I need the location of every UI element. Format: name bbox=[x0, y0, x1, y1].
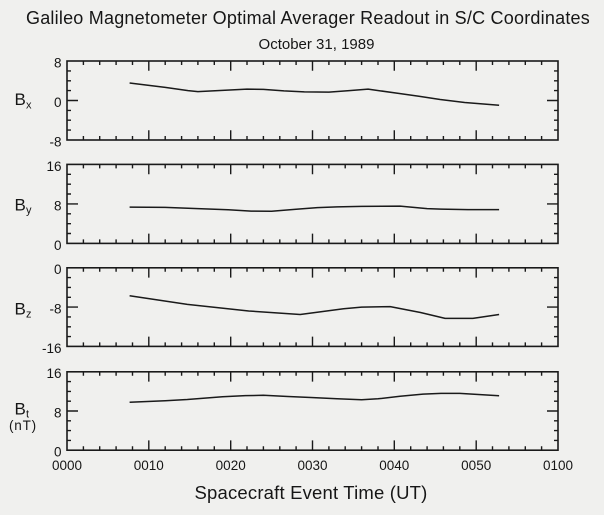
svg-text:B: B bbox=[15, 196, 26, 215]
svg-text:0: 0 bbox=[54, 262, 62, 277]
svg-text:B: B bbox=[15, 90, 26, 109]
svg-text:16: 16 bbox=[46, 366, 61, 381]
svg-text:0040: 0040 bbox=[379, 458, 409, 473]
svg-text:z: z bbox=[26, 309, 32, 321]
svg-text:16: 16 bbox=[46, 159, 61, 174]
svg-text:B: B bbox=[15, 300, 26, 319]
svg-text:x: x bbox=[26, 99, 32, 111]
svg-text:-16: -16 bbox=[42, 341, 62, 356]
svg-text:0: 0 bbox=[54, 238, 62, 253]
svg-text:0000: 0000 bbox=[52, 458, 82, 473]
svg-text:Galileo Magnetometer Optimal A: Galileo Magnetometer Optimal Averager Re… bbox=[26, 8, 590, 28]
svg-text:0020: 0020 bbox=[216, 458, 246, 473]
svg-text:8: 8 bbox=[54, 55, 62, 70]
svg-text:0050: 0050 bbox=[461, 458, 491, 473]
svg-text:8: 8 bbox=[54, 405, 62, 420]
svg-text:0030: 0030 bbox=[297, 458, 327, 473]
svg-text:-8: -8 bbox=[49, 302, 61, 317]
svg-text:y: y bbox=[26, 205, 32, 217]
svg-text:B: B bbox=[15, 400, 26, 419]
svg-text:-8: -8 bbox=[49, 134, 61, 149]
svg-text:0: 0 bbox=[54, 445, 62, 460]
svg-text:(nT): (nT) bbox=[9, 418, 37, 433]
svg-text:0010: 0010 bbox=[134, 458, 164, 473]
svg-text:0: 0 bbox=[54, 95, 62, 110]
svg-text:t: t bbox=[26, 409, 29, 421]
svg-text:Spacecraft Event Time (UT): Spacecraft Event Time (UT) bbox=[195, 482, 428, 503]
svg-text:October 31, 1989: October 31, 1989 bbox=[259, 36, 375, 53]
svg-text:0100: 0100 bbox=[543, 458, 573, 473]
svg-text:8: 8 bbox=[54, 198, 62, 213]
